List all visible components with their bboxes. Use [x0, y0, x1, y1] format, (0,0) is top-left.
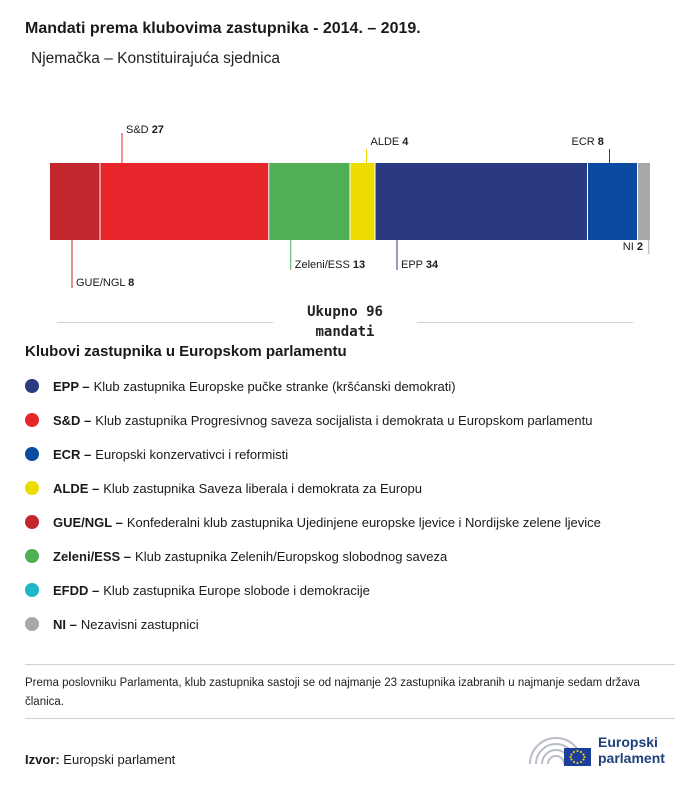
legend-text: Nezavisni zastupnici [80, 616, 199, 632]
bar-segment-ecr [587, 163, 638, 240]
total-seats: Ukupno 96 mandati [270, 302, 420, 342]
label-epp: EPP 34 [401, 259, 439, 271]
european-parliament-logo: Europski parlament [528, 732, 678, 768]
legend-item: Zeleni/ESS – Klub zastupnika Zelenih/Euro… [25, 539, 601, 573]
total-seats-line2: mandati [315, 324, 375, 340]
logo-line1: Europski [598, 734, 658, 750]
note-divider-bottom [25, 718, 675, 719]
bar-segment-s-d [100, 163, 269, 240]
legend-dot [25, 447, 39, 461]
source-label: Izvor: [25, 752, 60, 767]
footnote: Prema poslovniku Parlamenta, klub zastup… [25, 677, 640, 708]
legend-dot [25, 481, 39, 495]
legend-dot [25, 379, 39, 393]
legend-text: Klub zastupnika Progresivnog saveza soci… [95, 412, 593, 428]
parliament-hemicycle-icon [529, 737, 591, 766]
legend: EPP – Klub zastupnika Europske pučke stra… [25, 369, 601, 641]
legend-code: EPP – [53, 378, 90, 394]
label-ecr: ECR 8 [572, 136, 604, 148]
label-zeleni-ess: Zeleni/ESS 13 [295, 259, 365, 271]
stacked-bar-chart: GUE/NGL 8 S&D 27 Zeleni/ESS 13 ALDE 4 EPP 34… [50, 124, 650, 289]
bar-segment-zeleni-ess [268, 163, 350, 240]
bar-segment-gue-ngl [50, 163, 100, 240]
total-divider-right [417, 322, 633, 323]
total-divider-left [57, 322, 273, 323]
label-gue-ngl: GUE/NGL 8 [76, 277, 134, 289]
legend-code: ALDE – [53, 480, 100, 496]
logo-line2: parlament [598, 750, 665, 766]
chart-subtitle: Njemačka – Konstituirajuća sjednica [31, 50, 280, 67]
bar-segment-ni [637, 163, 650, 240]
total-seats-line1: Ukupno 96 [307, 304, 383, 320]
source-text: Europski parlament [63, 752, 176, 767]
legend-dot [25, 549, 39, 563]
legend-dot [25, 583, 39, 597]
legend-code: S&D – [53, 412, 92, 428]
label-alde: ALDE 4 [371, 136, 410, 148]
bar-segment-alde [350, 163, 375, 240]
legend-dot [25, 515, 39, 529]
chart-title: Mandati prema klubovima zastupnika - 201… [25, 20, 421, 37]
label-ni: NI 2 [623, 241, 643, 253]
legend-text: Klub zastupnika Saveza liberala i demokr… [103, 480, 422, 496]
logo-text: Europski parlament [598, 734, 665, 766]
note-divider-top [25, 664, 675, 665]
legend-code: GUE/NGL – [53, 514, 123, 530]
legend-item: ECR – Europski konzervativci i reformisti [25, 437, 601, 471]
legend-text: Klub zastupnika Europe slobode i demokra… [103, 582, 370, 598]
legend-item: ALDE – Klub zastupnika Saveza liberala i … [25, 471, 601, 505]
legend-item: GUE/NGL – Konfederalni klub zastupnika Uj… [25, 505, 601, 539]
bar-segment-epp [375, 163, 588, 240]
legend-text: Europski konzervativci i reformisti [95, 446, 289, 462]
legend-dot [25, 413, 39, 427]
legend-code: Zeleni/ESS – [53, 548, 132, 564]
legend-code: NI – [53, 616, 77, 632]
label-s-d: S&D 27 [126, 124, 164, 136]
legend-text: Klub zastupnika Zelenih/Europskog slobod… [135, 548, 448, 564]
legend-item: EPP – Klub zastupnika Europske pučke stra… [25, 369, 601, 403]
legend-code: ECR – [53, 446, 92, 462]
legend-item: NI – Nezavisni zastupnici [25, 607, 601, 641]
legend-item: S&D – Klub zastupnika Progresivnog saveza… [25, 403, 601, 437]
legend-code: EFDD – [53, 582, 100, 598]
legend-title: Klubovi zastupnika u Europskom parlament… [25, 343, 347, 360]
source: Izvor: Europski parlament [25, 752, 175, 767]
legend-item: EFDD – Klub zastupnika Europe slobode i d… [25, 573, 601, 607]
legend-dot [25, 617, 39, 631]
legend-text: Klub zastupnika Europske pučke stranke (… [93, 378, 456, 394]
legend-text: Konfederalni klub zastupnika Ujedinjene … [126, 514, 601, 530]
